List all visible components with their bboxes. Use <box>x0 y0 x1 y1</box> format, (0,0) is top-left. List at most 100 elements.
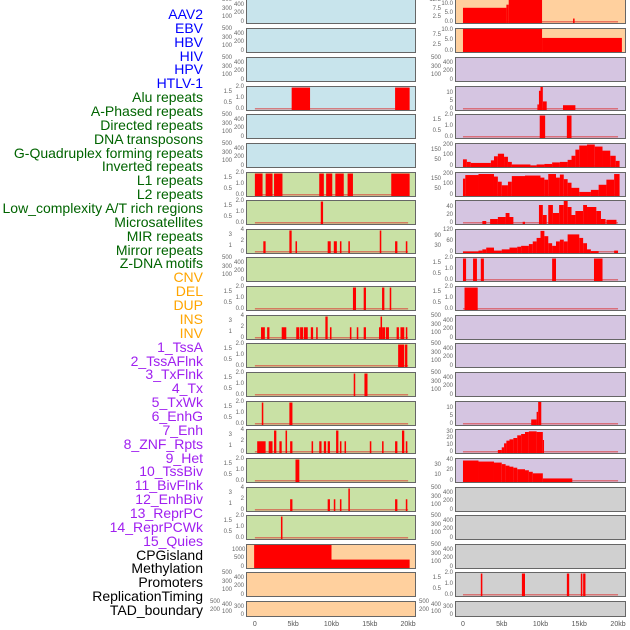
y-tick-label: 500 <box>430 370 441 377</box>
y-tick-label: 100 <box>221 72 232 79</box>
y-tick-label: 100 <box>221 272 232 279</box>
track-panel-left <box>246 401 416 426</box>
bar <box>542 37 622 52</box>
y-tick-label: 3 <box>228 432 232 439</box>
y-tick-label: 0 <box>449 477 453 484</box>
y-tick-label: 0 <box>240 18 244 25</box>
y-tick-label: 0 <box>449 506 453 513</box>
y-tick-label: 0 <box>240 47 244 54</box>
bar <box>507 161 512 167</box>
bar <box>325 316 328 339</box>
y-tick-label: 0 <box>449 162 453 169</box>
y-tick-label: 300 <box>233 604 244 610</box>
track-label: 14_ReprPCWk <box>109 518 203 535</box>
bar <box>567 234 580 253</box>
bar <box>389 287 392 310</box>
y-tick-label: 400 <box>233 574 244 581</box>
y-tick-label: 100 <box>430 502 441 509</box>
track-panel-right <box>455 229 626 254</box>
y-tick-label: 0.5 <box>223 415 232 422</box>
y-tick-label: 4 <box>240 485 244 492</box>
bar <box>504 156 508 167</box>
y-tick-label: 1000 <box>232 547 246 554</box>
y-tick-label: 200 <box>209 606 220 613</box>
bar <box>326 173 333 196</box>
baseline <box>462 308 619 310</box>
bar <box>513 467 518 482</box>
bar <box>524 470 529 482</box>
y-tick-label: 300 <box>221 63 232 70</box>
y-tick-label: 0 <box>449 191 453 198</box>
y-tick-label: 1.5 <box>432 289 441 296</box>
y-tick-label: 500 <box>430 341 441 348</box>
y-tick-label: 10.0 <box>441 1 453 8</box>
track-label: INV <box>179 324 203 341</box>
y-tick-label: 500 <box>430 313 441 320</box>
y-tick-label: 200 <box>233 154 244 161</box>
y-tick-label: 4 <box>240 227 244 234</box>
track-label: L2 repeats <box>136 186 203 203</box>
bar <box>600 219 606 224</box>
y-tick-label: 500 <box>221 112 232 119</box>
y-tick-label: 400 <box>233 116 244 123</box>
bar <box>562 105 576 110</box>
bar <box>559 239 564 253</box>
y-tick-label: 1 <box>228 329 232 336</box>
y-tick-label: 400 <box>442 489 453 496</box>
bar <box>579 145 588 167</box>
y-tick-label: 1.5 <box>223 289 232 296</box>
track-panel-left <box>246 343 416 368</box>
bar <box>521 434 525 453</box>
bar <box>257 441 266 453</box>
y-tick-label: 400 <box>442 546 453 553</box>
bar <box>508 0 543 23</box>
y-tick-label: 2 <box>240 323 244 330</box>
y-tick-label: 500 <box>418 599 429 605</box>
baseline <box>254 509 409 511</box>
bar <box>405 327 408 339</box>
bar <box>575 149 580 167</box>
bar <box>507 181 512 196</box>
track-label: L1 repeats <box>136 172 203 189</box>
bar <box>311 441 314 453</box>
y-tick-label: 150 <box>430 147 441 154</box>
bar <box>303 327 308 339</box>
y-tick-label: 20 <box>446 211 453 218</box>
y-tick-label: 0.0 <box>235 420 244 427</box>
baseline <box>254 480 409 482</box>
y-tick-label: 0 <box>449 248 453 255</box>
y-tick-label: 500 <box>233 555 244 562</box>
track-panel-left <box>246 57 416 82</box>
track-label: Z-DNA motifs <box>119 255 203 272</box>
track-label: 8_ZNF_Rpts <box>123 435 203 452</box>
y-tick-label: 0.5 <box>223 529 232 536</box>
track-label: Methylation <box>131 560 203 577</box>
bar <box>462 159 467 167</box>
track-label: 4_Tx <box>171 380 203 397</box>
y-tick-label: 4 <box>240 427 244 434</box>
y-tick-label: 50 <box>434 186 441 193</box>
track-label: MIR repeats <box>126 227 203 244</box>
y-tick-label: 500 <box>430 542 441 549</box>
bar <box>563 241 568 253</box>
bar <box>509 466 514 482</box>
bar <box>567 159 572 167</box>
y-tick-label: 1.0 <box>235 180 244 187</box>
track-panel-left <box>246 0 416 24</box>
bar <box>466 161 471 167</box>
bar <box>462 178 466 196</box>
bar <box>571 155 576 167</box>
bar <box>391 173 410 196</box>
track-panel-right <box>455 315 626 340</box>
bar <box>493 156 498 167</box>
y-tick-label: 2.0 <box>235 370 244 377</box>
bar <box>559 161 568 167</box>
track-panel-right <box>455 200 626 225</box>
track-label: G-Quadruplex forming repeats <box>13 144 203 161</box>
bar <box>509 217 514 224</box>
y-tick-label: 20 <box>446 467 453 474</box>
bar <box>462 7 507 23</box>
bar <box>556 241 560 253</box>
bar <box>583 573 586 596</box>
bar <box>323 441 327 453</box>
